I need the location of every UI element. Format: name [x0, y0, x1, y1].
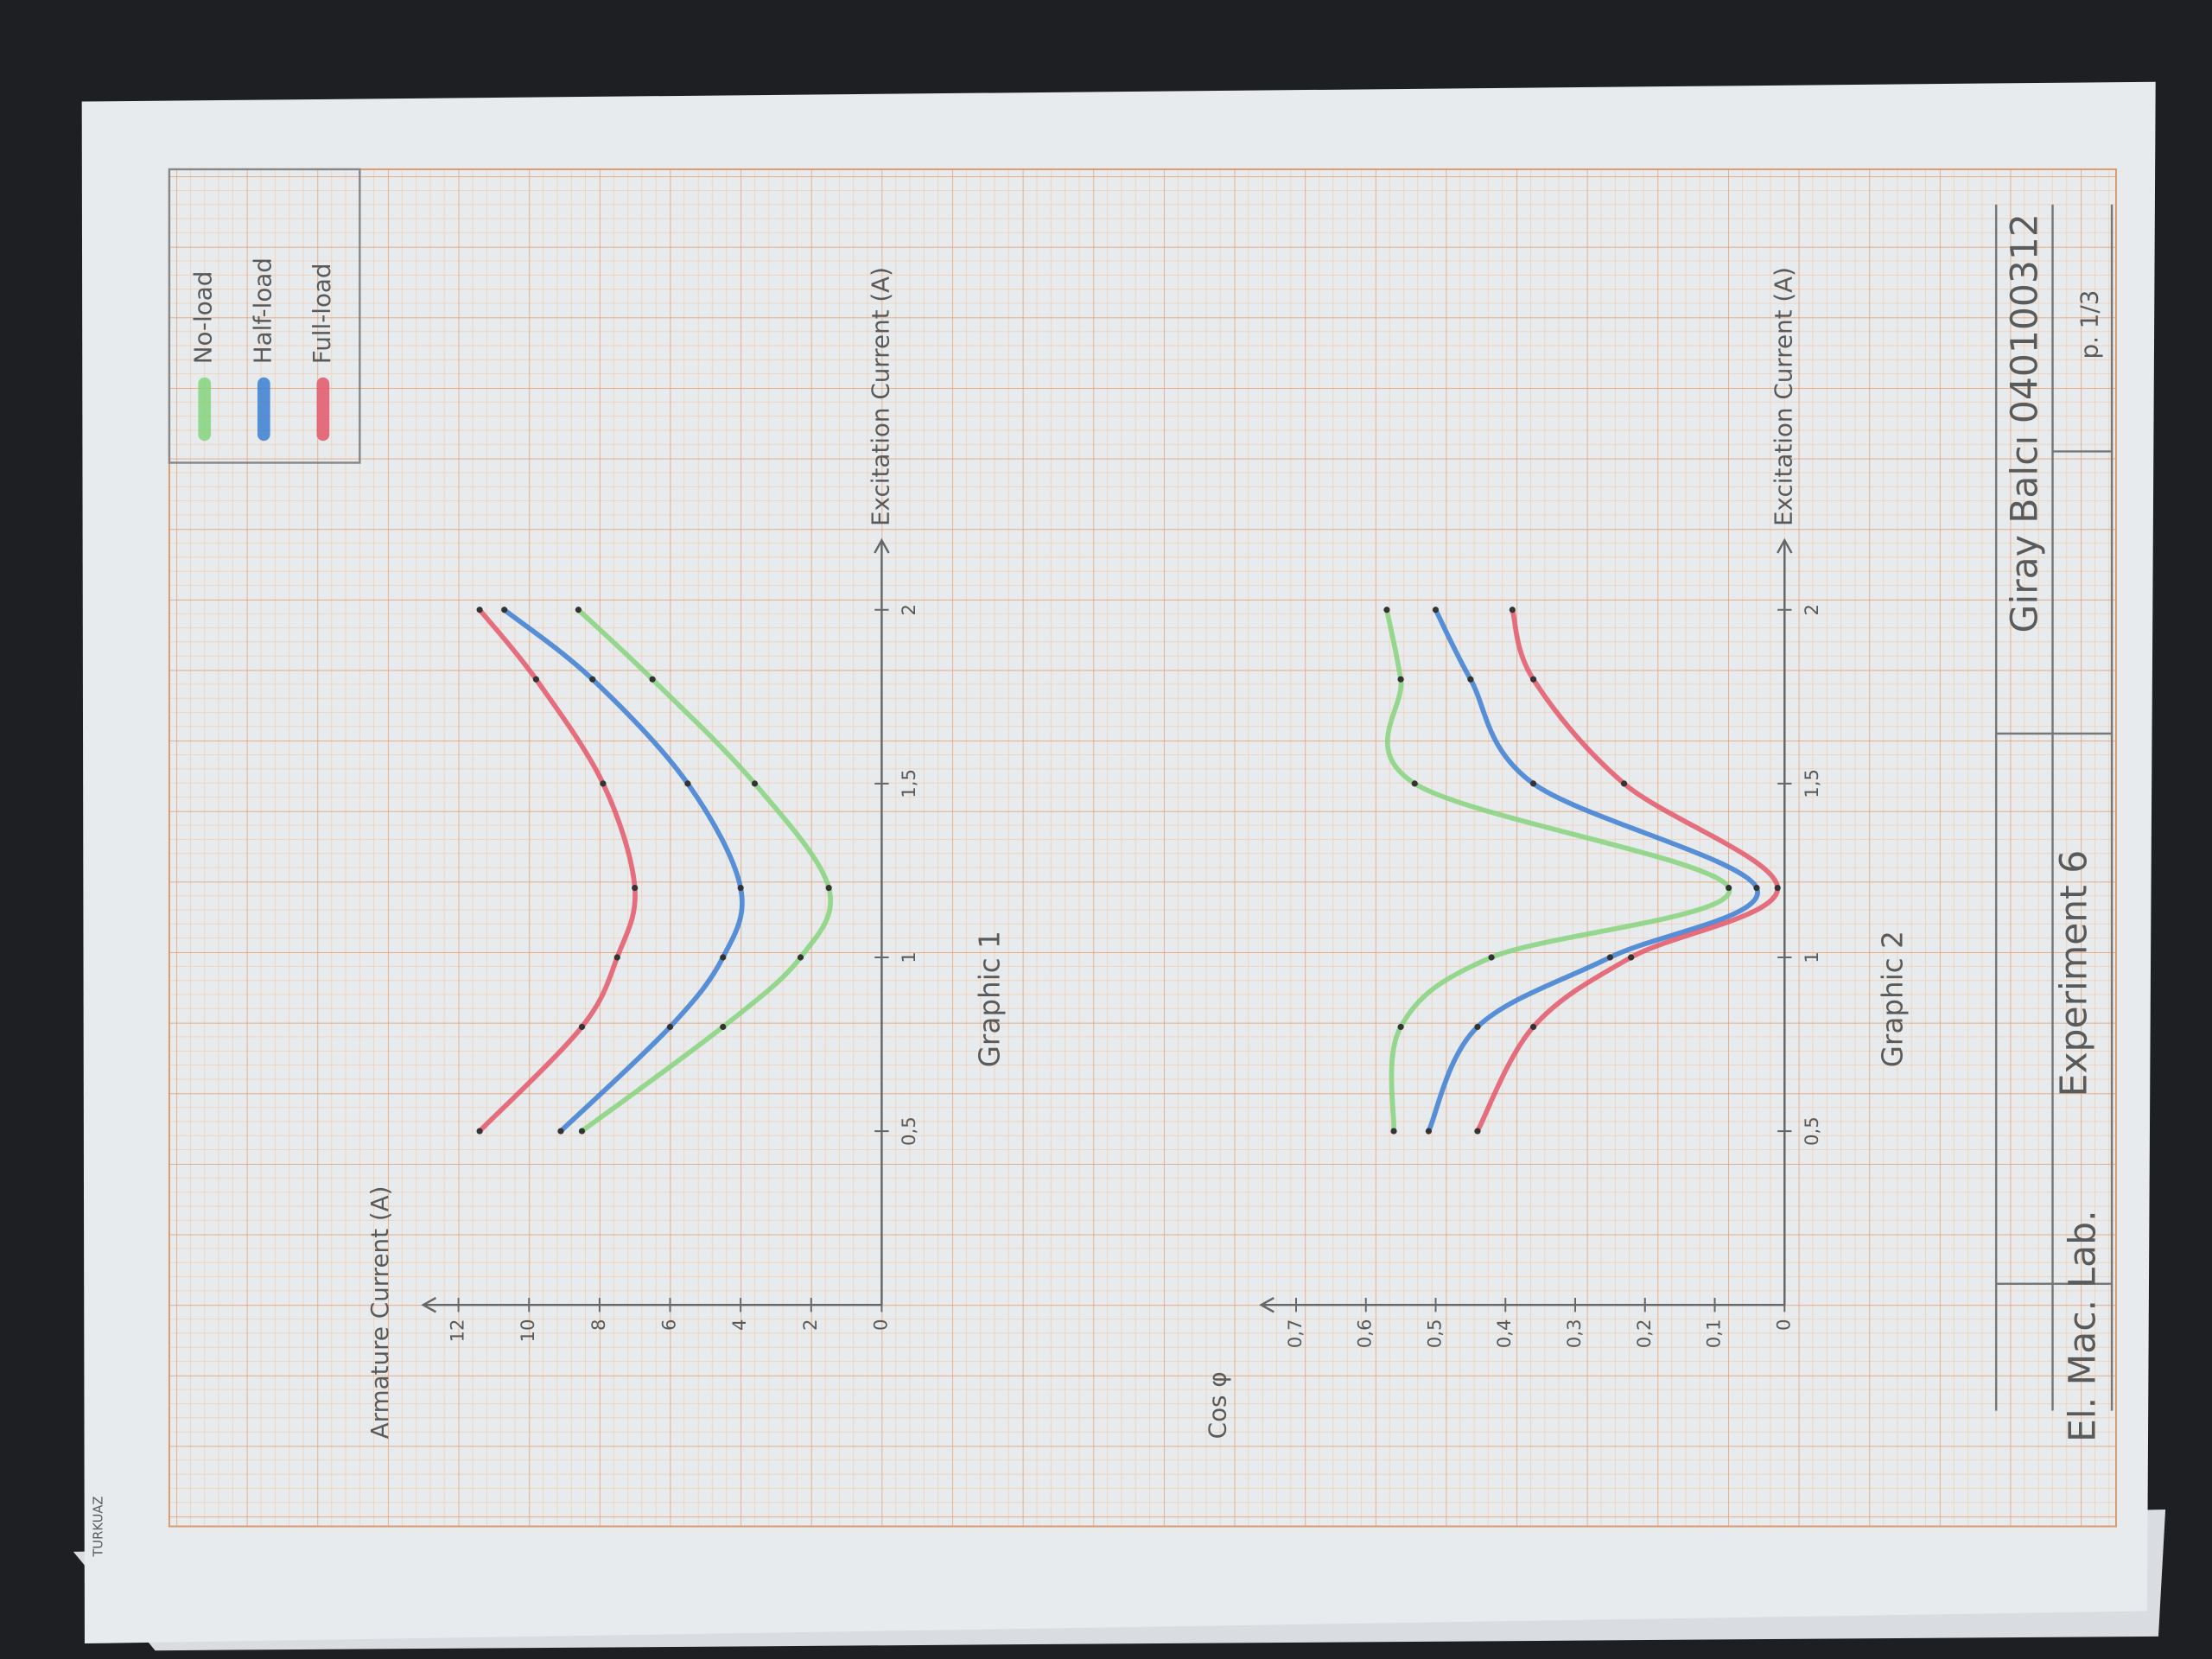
y-tick-label: 0,2 [1634, 1319, 1656, 1349]
data-point [1509, 607, 1516, 613]
data-point [476, 1128, 483, 1135]
y-axis-label: Cos φ [1204, 1371, 1232, 1439]
y-tick-label: 0,1 [1704, 1319, 1726, 1349]
data-point [501, 607, 508, 613]
data-point [532, 676, 539, 683]
legend-label: Full-load [308, 263, 336, 364]
y-tick-label: 2 [800, 1319, 822, 1332]
data-point [1529, 1023, 1537, 1031]
rotated-sheet: El. Mac. Lab. Experiment 6 Giray Balcı 0… [91, 168, 2113, 1558]
data-point [825, 884, 832, 892]
data-point [589, 676, 596, 683]
data-point [1628, 954, 1635, 961]
graph-grid [168, 168, 2117, 1528]
y-tick-label: 0,4 [1494, 1319, 1516, 1349]
y-tick-label: 0,7 [1285, 1319, 1306, 1349]
data-point [557, 1128, 564, 1135]
y-axis-arrow [421, 1296, 437, 1313]
data-point [1411, 780, 1418, 787]
data-point [600, 780, 607, 787]
y-tick-label: 6 [659, 1319, 681, 1332]
chart-title: Graphic 2 [1877, 931, 1910, 1067]
data-point [1726, 884, 1732, 892]
data-point [1390, 1128, 1397, 1135]
x-tick-label: 1 [899, 951, 920, 963]
data-point [575, 607, 582, 613]
y-axis-arrow [1259, 1296, 1274, 1313]
data-point [1432, 607, 1440, 613]
data-point [476, 607, 483, 613]
data-point [1529, 780, 1537, 787]
data-point [720, 1023, 727, 1031]
data-point [737, 884, 744, 892]
x-tick-label: 0,5 [899, 1116, 920, 1146]
data-point [751, 780, 759, 787]
y-axis-label: Armature Current (A) [365, 1186, 394, 1440]
data-point [1488, 954, 1495, 961]
data-point [1383, 607, 1390, 613]
y-tick-label: 8 [588, 1319, 610, 1332]
data-point [632, 884, 639, 892]
data-point [1529, 676, 1537, 683]
x-tick-label: 0,5 [1802, 1116, 1823, 1146]
x-axis-arrow [1777, 537, 1793, 554]
y-tick-label: 12 [448, 1319, 469, 1343]
paper-brand: TURKUAZ [91, 1497, 105, 1558]
experiment: Experiment 6 [2054, 850, 2096, 1097]
data-point [797, 954, 804, 961]
data-point [1474, 1128, 1481, 1135]
x-axis-arrow [874, 537, 890, 554]
data-point [1397, 1023, 1404, 1031]
data-point [1425, 1128, 1433, 1135]
data-point [649, 676, 656, 683]
data-point [1467, 676, 1474, 683]
x-tick-label: 2 [1802, 604, 1823, 616]
x-axis-label: Excitation Current (A) [1769, 267, 1797, 526]
y-tick-label: 0,6 [1355, 1319, 1376, 1349]
y-tick-label: 4 [729, 1319, 751, 1332]
y-tick-label: 0,5 [1424, 1319, 1446, 1349]
data-point [1774, 884, 1781, 892]
data-point [1474, 1023, 1481, 1031]
data-point [1620, 780, 1628, 787]
data-point [578, 1023, 586, 1031]
x-tick-label: 1,5 [1802, 769, 1823, 798]
x-tick-label: 1,5 [899, 769, 920, 798]
data-point [1606, 954, 1613, 961]
legend-label: No-load [189, 271, 218, 365]
x-tick-label: 1 [1802, 951, 1823, 963]
data-point [1397, 676, 1404, 683]
page-number: p. 1/3 [2075, 290, 2104, 359]
y-tick-label: 0,3 [1564, 1319, 1586, 1349]
data-point [684, 780, 691, 787]
course: El. Mac. Lab. [2063, 1210, 2105, 1442]
data-point [720, 954, 727, 961]
legend-label: Half-load [248, 257, 276, 364]
chart-title: Graphic 1 [974, 931, 1007, 1067]
data-point [613, 954, 620, 961]
x-axis-label: Excitation Current (A) [866, 267, 894, 526]
x-tick-label: 2 [899, 604, 920, 616]
data-point [1753, 884, 1760, 892]
data-point [578, 1128, 586, 1135]
y-tick-label: 10 [518, 1319, 539, 1343]
data-point [666, 1023, 674, 1031]
author: Giray Balcı 040100312 [2005, 213, 2047, 632]
y-tick-label: 0 [1773, 1319, 1795, 1332]
y-tick-label: 0 [870, 1319, 892, 1332]
legend-box [168, 168, 361, 464]
